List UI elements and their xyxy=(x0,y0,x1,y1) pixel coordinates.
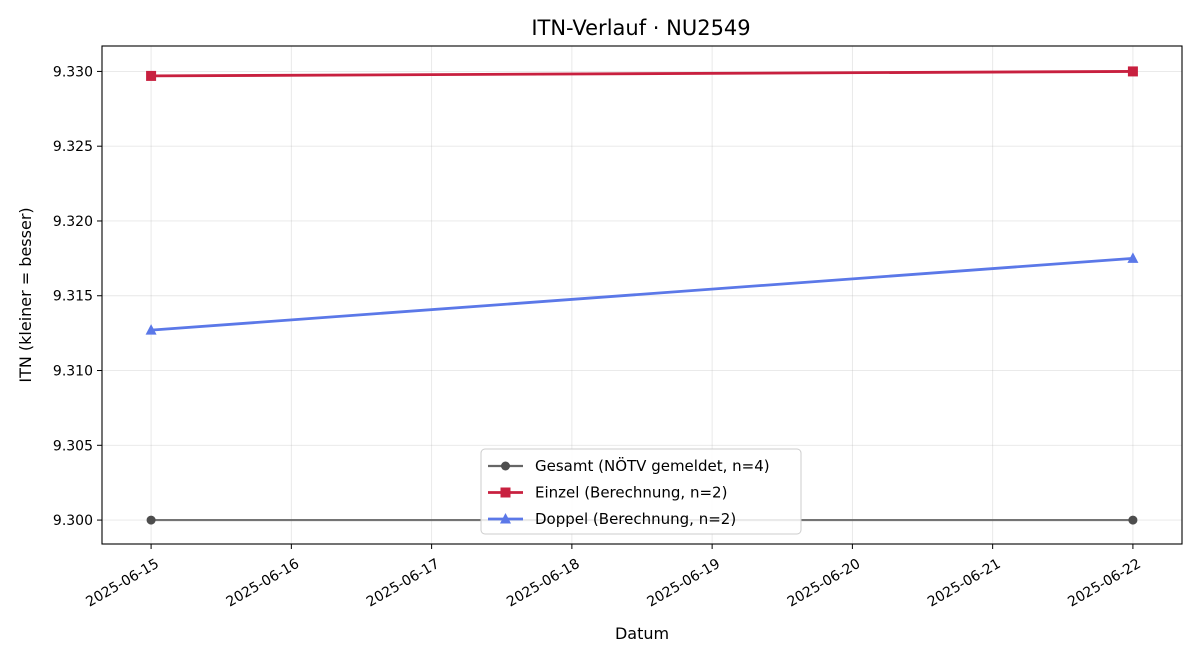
legend-label: Doppel (Berechnung, n=2) xyxy=(535,510,736,528)
series-3 xyxy=(145,252,1139,335)
legend-marker xyxy=(500,487,511,498)
y-axis: 9.300 9.305 9.310 9.315 9.320 9.325 9.330 xyxy=(53,64,102,529)
data-point xyxy=(1127,66,1138,77)
legend-label: Einzel (Berechnung, n=2) xyxy=(535,484,727,502)
x-tick-label: 2025-06-16 xyxy=(224,556,303,611)
chart-title: ITN-Verlauf · NU2549 xyxy=(531,16,750,40)
data-point xyxy=(145,324,157,335)
series-line xyxy=(151,70,1133,78)
x-tick-label: 2025-06-19 xyxy=(644,556,722,611)
series-2 xyxy=(146,66,1138,81)
legend-item: Doppel (Berechnung, n=2) xyxy=(488,510,736,528)
x-tick-label: 2025-06-15 xyxy=(83,556,161,611)
x-axis-label: Datum xyxy=(615,624,669,643)
x-tick-label: 2025-06-21 xyxy=(925,556,1003,611)
y-tick-label: 9.315 xyxy=(53,289,93,305)
y-tick-label: 9.325 xyxy=(53,139,93,155)
x-tick-label: 2025-06-17 xyxy=(364,556,442,611)
data-point xyxy=(146,70,157,81)
x-tick-label: 2025-06-18 xyxy=(504,556,582,611)
x-tick-label: 2025-06-22 xyxy=(1065,556,1143,611)
legend: Gesamt (NÖTV gemeldet, n=4) Einzel (Berec… xyxy=(480,448,802,535)
series-line xyxy=(150,256,1134,332)
y-tick-label: 9.305 xyxy=(53,438,93,454)
data-point xyxy=(1128,515,1138,525)
y-tick-label: 9.310 xyxy=(53,364,93,380)
y-tick-label: 9.330 xyxy=(53,64,93,80)
y-tick-label: 9.320 xyxy=(53,214,93,230)
legend-item: Gesamt (NÖTV gemeldet, n=4) xyxy=(488,456,770,475)
x-tick-label: 2025-06-20 xyxy=(785,556,863,611)
x-axis: 2025-06-15 2025-06-16 2025-06-17 2025-06-18… xyxy=(83,544,1144,611)
data-point xyxy=(1127,252,1139,263)
legend-item: Einzel (Berechnung, n=2) xyxy=(488,484,727,502)
y-tick-label: 9.300 xyxy=(53,513,93,529)
legend-label: Gesamt (NÖTV gemeldet, n=4) xyxy=(535,456,770,475)
data-point xyxy=(146,515,156,525)
legend-frame xyxy=(480,448,802,535)
legend-marker xyxy=(500,513,511,524)
grid xyxy=(102,46,1182,544)
y-axis-label: ITN (kleiner = besser) xyxy=(16,207,35,382)
legend-marker xyxy=(501,461,510,471)
plot-frame xyxy=(101,45,1183,545)
